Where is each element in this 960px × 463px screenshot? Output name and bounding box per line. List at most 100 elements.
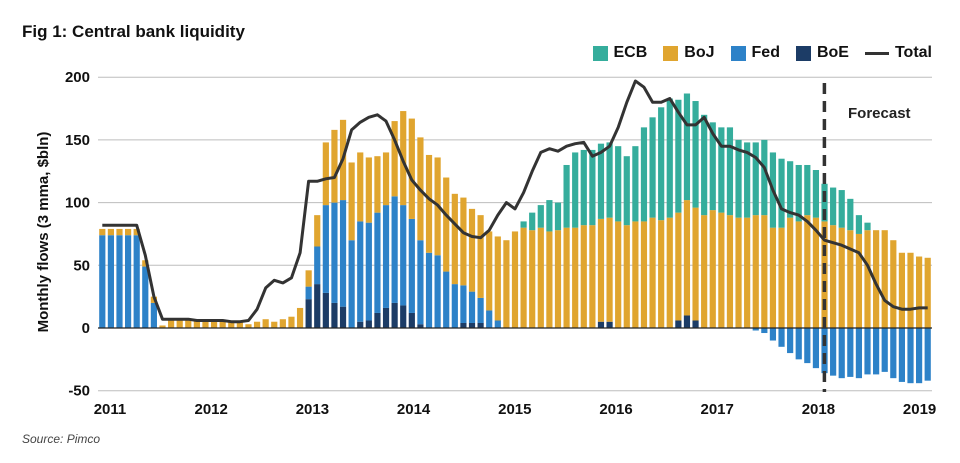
- x-tick-label: 2011: [94, 401, 127, 418]
- bar-ecb: [632, 146, 639, 222]
- bar-ecb: [649, 117, 656, 218]
- bar-boj: [408, 118, 415, 219]
- bar-boj: [443, 177, 450, 272]
- bar-boj: [391, 121, 398, 197]
- bar-boj: [253, 321, 261, 328]
- bar-boj: [572, 227, 579, 328]
- bar-fed: [425, 252, 433, 328]
- bar-fed: [142, 266, 149, 328]
- bar-boj: [348, 162, 355, 241]
- bar-fed: [787, 328, 794, 354]
- bar-boj: [116, 228, 123, 236]
- bar-boj: [511, 231, 519, 328]
- x-tick-label: 2015: [498, 401, 531, 418]
- bar-boj: [262, 319, 269, 328]
- bar-boj: [357, 152, 364, 222]
- bar-boj: [855, 233, 863, 328]
- bar-ecb: [787, 161, 794, 218]
- bar-boj: [236, 321, 243, 328]
- bar-fed: [898, 328, 905, 382]
- bar-fed: [864, 328, 871, 375]
- bar-ecb: [821, 183, 828, 222]
- bar-fed: [322, 205, 329, 293]
- bar-fed: [408, 218, 415, 313]
- bar-ecb: [830, 187, 837, 226]
- bar-ecb: [761, 139, 768, 216]
- bar-ecb: [580, 149, 587, 226]
- bar-fed: [305, 286, 312, 300]
- bar-boe: [382, 307, 390, 328]
- bar-fed: [830, 328, 837, 376]
- x-tick-label: 2017: [701, 401, 734, 418]
- bar-boe: [468, 322, 476, 328]
- bar-ecb: [537, 205, 544, 228]
- bar-boj: [185, 319, 192, 328]
- bar-boj: [718, 212, 725, 328]
- bar-ecb: [640, 127, 648, 222]
- bar-boj: [563, 227, 570, 328]
- bar-fed: [314, 246, 321, 285]
- bar-boj: [597, 218, 605, 322]
- bar-fed: [795, 328, 802, 360]
- bar-boj: [554, 230, 562, 328]
- bar-ecb: [855, 215, 863, 234]
- bar-boe: [692, 320, 699, 328]
- legend-swatch-boj: [663, 45, 679, 61]
- bar-boe: [391, 302, 398, 328]
- bar-ecb: [744, 142, 751, 218]
- legend-item-total: Total: [864, 44, 932, 62]
- x-tick-label: 2014: [397, 401, 431, 418]
- bar-ecb: [675, 99, 682, 213]
- legend-item-boe: BoE: [795, 44, 849, 62]
- bar-fed: [451, 284, 458, 328]
- bar-boj: [503, 240, 510, 328]
- bar-boj: [202, 320, 209, 328]
- bar-ecb: [847, 198, 854, 231]
- bar-boj: [666, 217, 673, 328]
- legend-item-boj: BoJ: [663, 44, 715, 62]
- bar-fed: [778, 328, 785, 347]
- x-tick-label: 2016: [599, 401, 632, 418]
- bar-boj: [460, 197, 467, 286]
- bar-fed: [331, 202, 338, 303]
- legend-swatch-ecb: [592, 45, 608, 61]
- bar-boj: [615, 221, 622, 328]
- bar-boj: [649, 217, 656, 328]
- bar-ecb: [529, 212, 536, 231]
- bar-fed: [847, 328, 854, 377]
- bar-boj: [864, 230, 871, 328]
- bar-fed: [348, 240, 355, 328]
- bar-boj: [881, 230, 888, 328]
- legend-item-ecb: ECB: [592, 44, 647, 62]
- bar-ecb: [563, 164, 570, 228]
- bar-ecb: [606, 142, 613, 218]
- bar-boj: [606, 217, 613, 322]
- bar-boj: [529, 230, 536, 328]
- bar-boj: [210, 320, 218, 328]
- bar-fed: [916, 328, 923, 384]
- bar-boj: [520, 227, 527, 328]
- bar-boj: [142, 260, 149, 267]
- bar-boj: [133, 228, 140, 236]
- bar-boj: [752, 215, 759, 328]
- x-tick-label: 2019: [903, 401, 936, 418]
- bar-boj: [873, 230, 880, 328]
- bar-ecb: [683, 93, 691, 201]
- bar-boj: [228, 320, 235, 328]
- bar-boj: [365, 157, 372, 223]
- bar-ecb: [812, 170, 820, 218]
- bar-boj: [167, 319, 175, 328]
- bar-fed: [477, 297, 484, 323]
- bar-boj: [305, 270, 312, 287]
- bar-boj: [778, 227, 785, 328]
- bars: [99, 93, 931, 384]
- bar-boj: [537, 227, 544, 328]
- bar-boj: [322, 142, 329, 206]
- bar-boj: [296, 307, 304, 328]
- bar-ecb: [623, 156, 630, 226]
- bar-fed: [752, 328, 759, 331]
- bar-boj: [735, 217, 742, 328]
- bar-ecb: [778, 158, 785, 228]
- bar-ecb: [692, 101, 699, 208]
- bar-ecb: [701, 114, 708, 216]
